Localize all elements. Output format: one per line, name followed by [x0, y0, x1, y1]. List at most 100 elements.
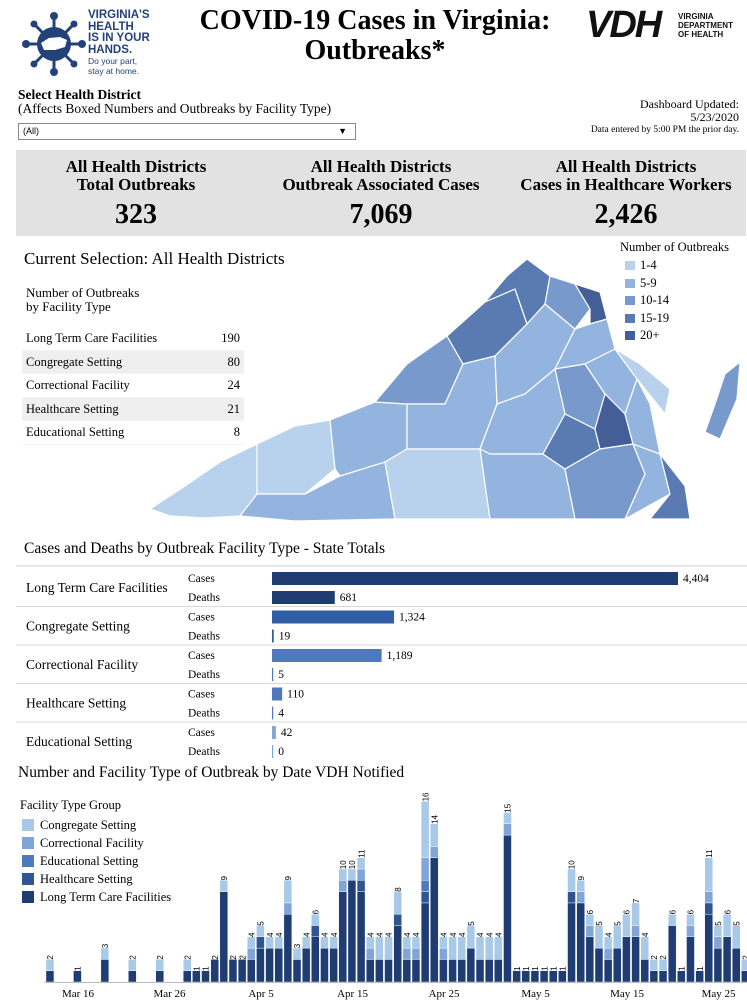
legend-swatch [624, 277, 636, 289]
stacked-bar-segment [713, 947, 723, 983]
stacked-bar-segment [366, 947, 375, 960]
bar-total-label: 8 [394, 887, 403, 892]
timeline-legend-item[interactable]: Long Term Care Facilities [20, 888, 171, 906]
stacked-bar-segment [402, 959, 412, 983]
x-tick-label: Apr 5 [248, 988, 274, 1000]
stacked-bar-segment [475, 936, 485, 960]
bar-total-label: 6 [312, 909, 321, 914]
bar-total-label: 4 [247, 932, 256, 937]
stacked-bar-segment [256, 925, 265, 938]
map-legend-item[interactable]: 1-4 [620, 257, 729, 275]
category-label: Congregate Setting [26, 619, 130, 634]
stacked-bar-segment [283, 902, 293, 915]
bar-total-label: 1 [202, 966, 211, 971]
category-label: Correctional Facility [26, 657, 138, 672]
bar-cases [272, 649, 382, 662]
stacked-bar-segment [613, 925, 622, 949]
stacked-bar-segment [503, 812, 512, 825]
stacked-bar-segment [100, 959, 110, 983]
timeline-legend-item[interactable]: Healthcare Setting [20, 870, 171, 888]
timeline-legend-item[interactable]: Congregate Setting [20, 816, 171, 834]
bar-cases [272, 610, 395, 624]
legend-swatch [22, 837, 34, 849]
legend-swatch [22, 855, 34, 867]
map-legend-item[interactable]: 5-9 [620, 275, 729, 293]
stacked-bar-segment [311, 913, 320, 926]
facility-table-header: Number of Outbreaks by Facility Type [26, 285, 140, 314]
stacked-bar-segment [356, 868, 366, 881]
stacked-bar-segment [320, 936, 329, 949]
page-title: COVID-19 Cases in Virginia: Outbreaks* [199, 5, 551, 66]
table-row[interactable]: Congregate Setting 80 [22, 350, 244, 374]
stacked-bar-segment [320, 947, 329, 983]
stacked-bar-segment [430, 857, 439, 983]
bar-total-label: 4 [385, 932, 394, 937]
bar-total-label: 9 [577, 876, 586, 881]
bar-total-label: 4 [412, 932, 421, 937]
stacked-bar-segment [366, 959, 375, 983]
virginia-district-map[interactable] [145, 254, 745, 526]
x-tick-label: May 25 [702, 988, 736, 1000]
stacked-bar-segment [247, 947, 256, 960]
vdh-logo: VDH VIRGINIA DEPARTMENT OF HEALTH [586, 4, 733, 46]
stacked-bar-segment [466, 925, 476, 949]
table-row[interactable]: Correctional Facility 24 [22, 374, 244, 398]
map-legend-item[interactable]: 20+ [620, 327, 729, 345]
bar-total-label: 4 [330, 932, 339, 937]
bar-total-label: 10 [339, 860, 348, 869]
stacked-bar-segment [530, 970, 540, 983]
bar-deaths [272, 629, 274, 643]
stacked-bar-segment [631, 925, 640, 938]
bar-total-label: 14 [430, 815, 439, 824]
stacked-bar-segment [384, 959, 393, 983]
map-legend-item[interactable]: 10-14 [620, 292, 729, 310]
legend-swatch [624, 295, 636, 306]
stacked-bar-segment [622, 913, 631, 937]
x-tick-label: May 5 [521, 988, 550, 1000]
data-label: 42 [281, 727, 293, 739]
stacked-bar-segment [375, 936, 384, 960]
data-label: 19 [279, 631, 291, 643]
stacked-bar-segment [603, 947, 613, 960]
logo-text: VIRGINIA'S HEALTH IS IN YOUR HANDS. [88, 9, 150, 56]
bar-total-label: 11 [705, 849, 714, 858]
stacked-bar-segment [503, 834, 512, 983]
bar-total-label: 4 [302, 932, 311, 937]
health-district-select[interactable]: (All) ▼ [18, 123, 356, 140]
timeline-legend-item[interactable]: Educational Setting [20, 852, 171, 870]
table-row[interactable]: Long Term Care Facilities 190 [22, 327, 244, 351]
stacked-bar-segment [347, 868, 357, 881]
stacked-bar-segment [494, 959, 503, 983]
map-district [704, 360, 741, 440]
stacked-bar-segment [228, 959, 238, 983]
stacked-bar-segment [411, 947, 421, 960]
kpi-healthcare-worker-cases: All Health Districts Cases in Healthcare… [520, 157, 732, 230]
stacked-bar-segment [247, 959, 256, 983]
virginia-health-logo: VIRGINIA'S HEALTH IS IN YOUR HANDS. Do y… [22, 8, 157, 84]
table-row[interactable]: Healthcare Setting 21 [22, 397, 244, 421]
bar-total-label: 3 [293, 943, 302, 948]
timeline-chart-title: Number and Facility Type of Outbreak by … [18, 764, 405, 781]
bar-deaths [272, 591, 335, 604]
stacked-bar-segment [503, 823, 512, 836]
stacked-bar-segment [274, 947, 283, 983]
stacked-bar-segment [411, 936, 421, 949]
bar-total-label: 7 [632, 898, 641, 903]
district-filter-label: Select Health District (Affects Boxed Nu… [18, 87, 332, 116]
timeline-legend-item[interactable]: Correctional Facility [20, 834, 171, 852]
stacked-bar-segment [640, 959, 649, 983]
stacked-bar-segment [219, 891, 229, 983]
table-row[interactable]: Educational Setting 8 [22, 421, 244, 445]
stacked-bar-segment [302, 936, 311, 949]
bar-total-label: 3 [101, 943, 110, 948]
legend-swatch [624, 260, 636, 271]
stacked-bar-segment [356, 880, 366, 892]
measure-label: Cases [188, 689, 215, 701]
bar-deaths [272, 745, 274, 758]
stacked-bar-segment [329, 947, 338, 983]
stacked-bar-segment [210, 959, 219, 983]
map-legend-item[interactable]: 15-19 [620, 310, 729, 328]
stacked-bar-segment [430, 846, 439, 858]
data-label: 0 [278, 746, 284, 758]
map-district [384, 448, 491, 520]
